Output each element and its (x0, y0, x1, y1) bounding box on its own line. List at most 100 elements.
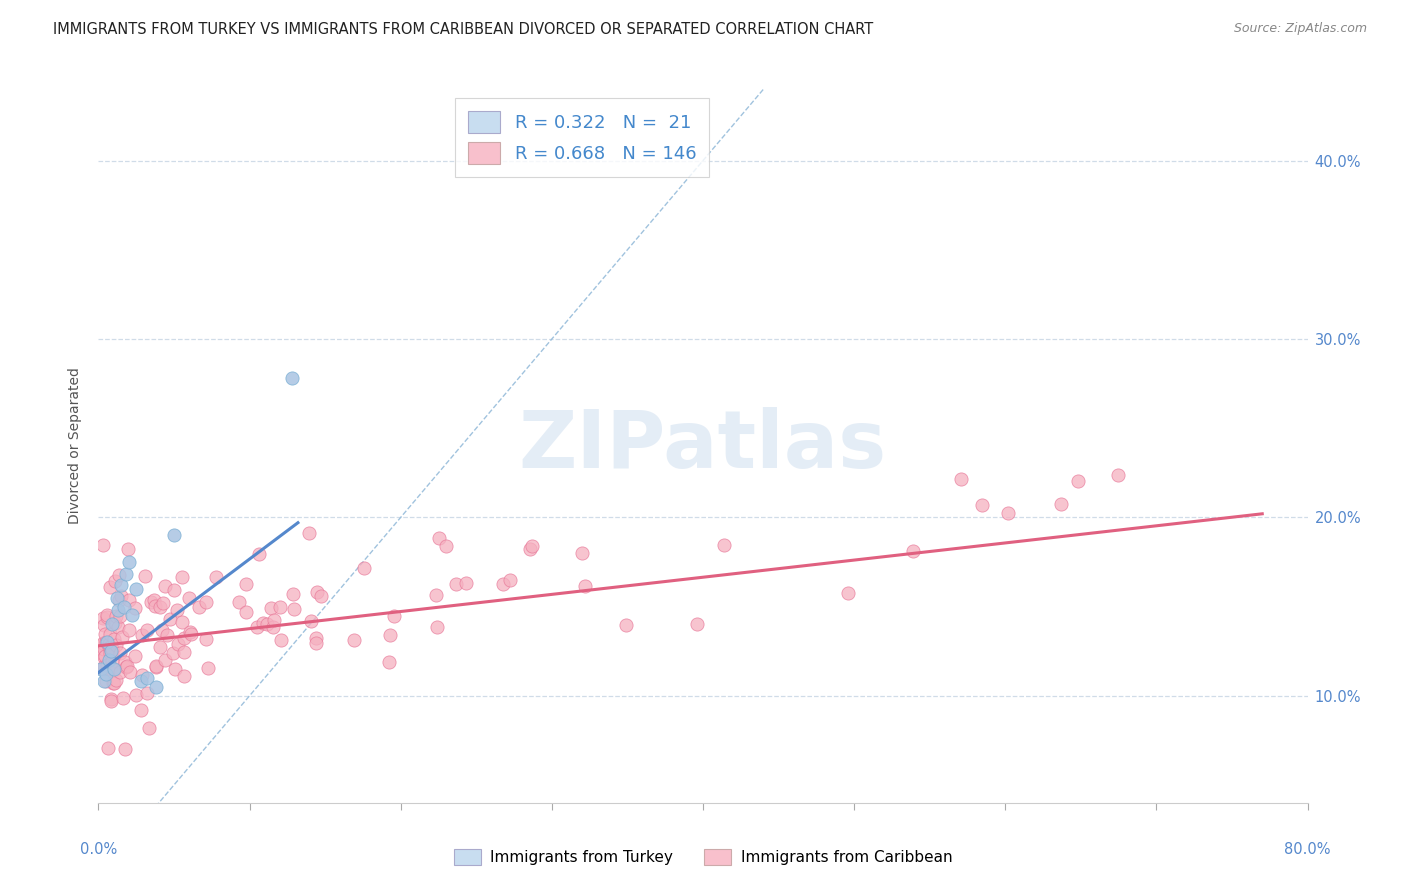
Point (571, 546, 593, 560)
Point (104, 616, 127, 631)
Point (249, 547, 271, 561)
Point (93, 618, 115, 632)
Point (153, 579, 176, 593)
Point (179, 591, 201, 605)
Point (93, 642, 115, 657)
Point (162, 583, 184, 598)
Point (343, 632, 366, 647)
Point (112, 599, 135, 614)
Point (180, 627, 202, 641)
Point (970, 498, 993, 512)
Point (269, 600, 291, 615)
Point (115, 660, 138, 674)
Point (235, 605, 257, 619)
Point (110, 578, 132, 592)
Point (114, 742, 136, 756)
Point (283, 601, 305, 615)
Point (149, 600, 172, 615)
Point (124, 648, 146, 663)
Point (156, 628, 179, 642)
Point (101, 654, 124, 668)
Point (246, 620, 269, 634)
Point (120, 665, 142, 679)
Point (96, 658, 118, 673)
Point (112, 690, 135, 705)
Point (91, 646, 114, 660)
Point (117, 623, 139, 637)
Point (115, 658, 138, 673)
Point (108, 593, 131, 607)
Point (901, 543, 924, 558)
Point (145, 659, 167, 673)
Point (97, 640, 120, 654)
Point (129, 674, 152, 689)
Point (454, 576, 477, 591)
Point (301, 614, 323, 628)
Point (101, 617, 124, 632)
Point (281, 587, 304, 601)
Point (91, 539, 114, 553)
Point (117, 542, 139, 557)
Text: 80.0%: 80.0% (1284, 842, 1331, 856)
Point (125, 688, 148, 702)
Point (93, 674, 115, 689)
Legend: R = 0.322   N =  21, R = 0.668   N = 146: R = 0.322 N = 21, R = 0.668 N = 146 (456, 98, 709, 177)
Point (100, 647, 122, 661)
Point (353, 561, 375, 575)
Point (139, 595, 162, 609)
Point (91, 638, 114, 652)
Point (492, 577, 515, 591)
Point (100, 692, 122, 706)
Legend: Immigrants from Turkey, Immigrants from Caribbean: Immigrants from Turkey, Immigrants from … (447, 843, 959, 871)
Point (173, 645, 195, 659)
Point (172, 615, 194, 629)
Point (97, 637, 120, 651)
Point (281, 371, 304, 385)
Point (136, 686, 159, 700)
Point (173, 631, 195, 645)
Point (97, 741, 120, 756)
Point (94, 674, 117, 689)
Point (105, 638, 128, 652)
Point (179, 624, 201, 639)
Point (173, 669, 195, 683)
Text: IMMIGRANTS FROM TURKEY VS IMMIGRANTS FROM CARIBBEAN DIVORCED OR SEPARATED CORREL: IMMIGRANTS FROM TURKEY VS IMMIGRANTS FRO… (53, 22, 873, 37)
Point (105, 591, 128, 605)
Point (307, 584, 329, 599)
Point (108, 665, 131, 679)
Point (252, 615, 274, 630)
Point (170, 570, 193, 584)
Point (107, 603, 129, 617)
Text: Source: ZipAtlas.com: Source: ZipAtlas.com (1233, 22, 1367, 36)
Point (574, 579, 596, 593)
Point (1107, 468, 1129, 483)
Point (100, 642, 122, 657)
Point (205, 570, 228, 584)
Point (194, 595, 217, 609)
Point (111, 630, 134, 644)
Point (309, 589, 332, 603)
Point (96, 607, 118, 622)
Point (90, 662, 112, 676)
Point (110, 646, 132, 660)
Point (108, 568, 131, 582)
Point (100, 660, 122, 674)
Point (94, 667, 117, 681)
Point (305, 631, 328, 645)
Point (114, 655, 136, 669)
Point (427, 531, 450, 545)
Point (686, 616, 709, 631)
Point (108, 609, 131, 624)
Point (91, 636, 114, 650)
Point (91, 662, 114, 676)
Point (104, 673, 127, 687)
Point (145, 660, 167, 674)
Point (520, 539, 543, 553)
Point (96, 610, 118, 624)
Point (143, 593, 166, 607)
Point (93, 659, 115, 673)
Point (519, 542, 541, 557)
Point (377, 655, 399, 669)
Point (228, 595, 250, 609)
Point (163, 528, 186, 542)
